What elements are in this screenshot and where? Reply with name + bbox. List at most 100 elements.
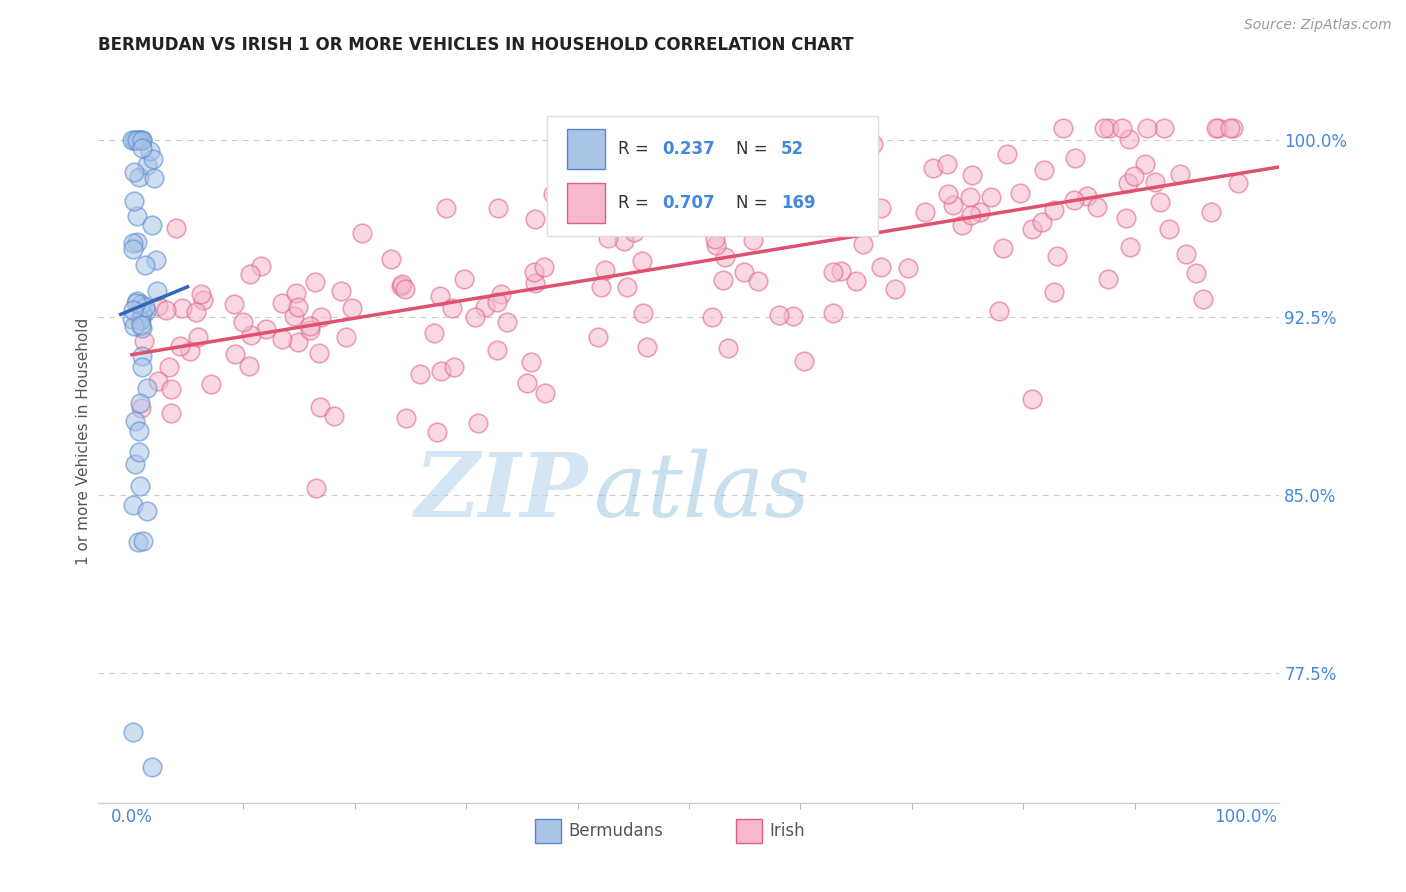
Text: BERMUDAN VS IRISH 1 OR MORE VEHICLES IN HOUSEHOLD CORRELATION CHART: BERMUDAN VS IRISH 1 OR MORE VEHICLES IN … — [98, 36, 853, 54]
Point — [129, 401, 152, 415]
Point — [1021, 222, 1043, 236]
Point — [270, 295, 292, 310]
Point — [1021, 392, 1043, 406]
Point — [779, 120, 801, 135]
Point — [1149, 194, 1171, 209]
Point — [127, 535, 149, 549]
Text: atlas: atlas — [595, 449, 810, 535]
Point — [132, 534, 155, 549]
Point — [630, 254, 652, 268]
Point — [305, 481, 328, 495]
Point — [141, 760, 163, 774]
Point — [200, 377, 222, 392]
Point — [884, 282, 907, 296]
Text: N =: N = — [737, 194, 773, 212]
Point — [1064, 152, 1087, 166]
Point — [128, 132, 150, 146]
Point — [254, 322, 277, 336]
Point — [897, 261, 920, 276]
Point — [1144, 175, 1167, 189]
Point — [464, 310, 486, 325]
Point — [636, 340, 658, 354]
Point — [157, 359, 180, 374]
Point — [129, 318, 152, 333]
Point — [309, 401, 332, 415]
FancyBboxPatch shape — [567, 129, 605, 169]
Point — [139, 144, 162, 158]
Point — [134, 259, 156, 273]
Point — [249, 259, 271, 273]
Point — [747, 274, 769, 288]
Point — [127, 209, 149, 223]
Point — [128, 132, 150, 146]
Point — [142, 153, 165, 167]
Point — [1205, 120, 1227, 135]
Text: R =: R = — [619, 140, 654, 158]
Point — [702, 310, 724, 325]
Point — [1222, 120, 1244, 135]
Point — [122, 724, 145, 739]
Point — [187, 330, 209, 344]
Point — [1052, 120, 1074, 135]
Point — [838, 180, 860, 194]
Point — [596, 230, 619, 244]
Point — [616, 280, 638, 294]
Point — [936, 186, 959, 201]
Point — [131, 308, 153, 322]
Point — [516, 376, 538, 391]
Point — [995, 146, 1018, 161]
Point — [1219, 120, 1241, 135]
Point — [330, 284, 353, 298]
Point — [131, 132, 153, 146]
Point — [768, 309, 790, 323]
Point — [711, 272, 734, 286]
Point — [122, 498, 145, 512]
Point — [145, 253, 167, 268]
Point — [821, 265, 844, 279]
FancyBboxPatch shape — [536, 820, 561, 843]
Point — [121, 132, 143, 146]
Point — [1063, 193, 1085, 207]
Point — [704, 232, 727, 246]
FancyBboxPatch shape — [737, 820, 762, 843]
Point — [124, 457, 146, 471]
Point — [1111, 120, 1133, 135]
Point — [191, 293, 214, 307]
Point — [395, 411, 418, 425]
FancyBboxPatch shape — [547, 117, 877, 235]
Text: 0.237: 0.237 — [662, 140, 714, 158]
Point — [1043, 285, 1066, 300]
Point — [284, 286, 307, 301]
Point — [706, 238, 728, 252]
Point — [823, 306, 845, 320]
Point — [155, 303, 177, 318]
Point — [128, 170, 150, 185]
Point — [987, 304, 1010, 318]
Point — [125, 132, 148, 146]
Point — [423, 326, 446, 341]
Point — [131, 132, 153, 146]
Point — [1123, 169, 1146, 184]
Point — [125, 235, 148, 249]
Point — [1119, 240, 1142, 254]
Point — [914, 204, 936, 219]
Point — [741, 233, 763, 247]
Point — [169, 339, 191, 353]
Point — [959, 190, 981, 204]
Point — [394, 282, 416, 296]
Point — [1199, 204, 1222, 219]
Point — [488, 201, 510, 215]
Point — [127, 294, 149, 309]
Point — [453, 271, 475, 285]
Point — [1153, 120, 1175, 135]
Point — [969, 205, 991, 219]
Point — [1192, 293, 1215, 307]
Point — [1133, 157, 1156, 171]
Point — [852, 236, 875, 251]
Point — [122, 319, 145, 334]
Point — [299, 323, 322, 337]
Point — [496, 315, 519, 329]
Point — [593, 263, 616, 277]
Point — [184, 305, 207, 319]
Point — [1008, 186, 1031, 200]
